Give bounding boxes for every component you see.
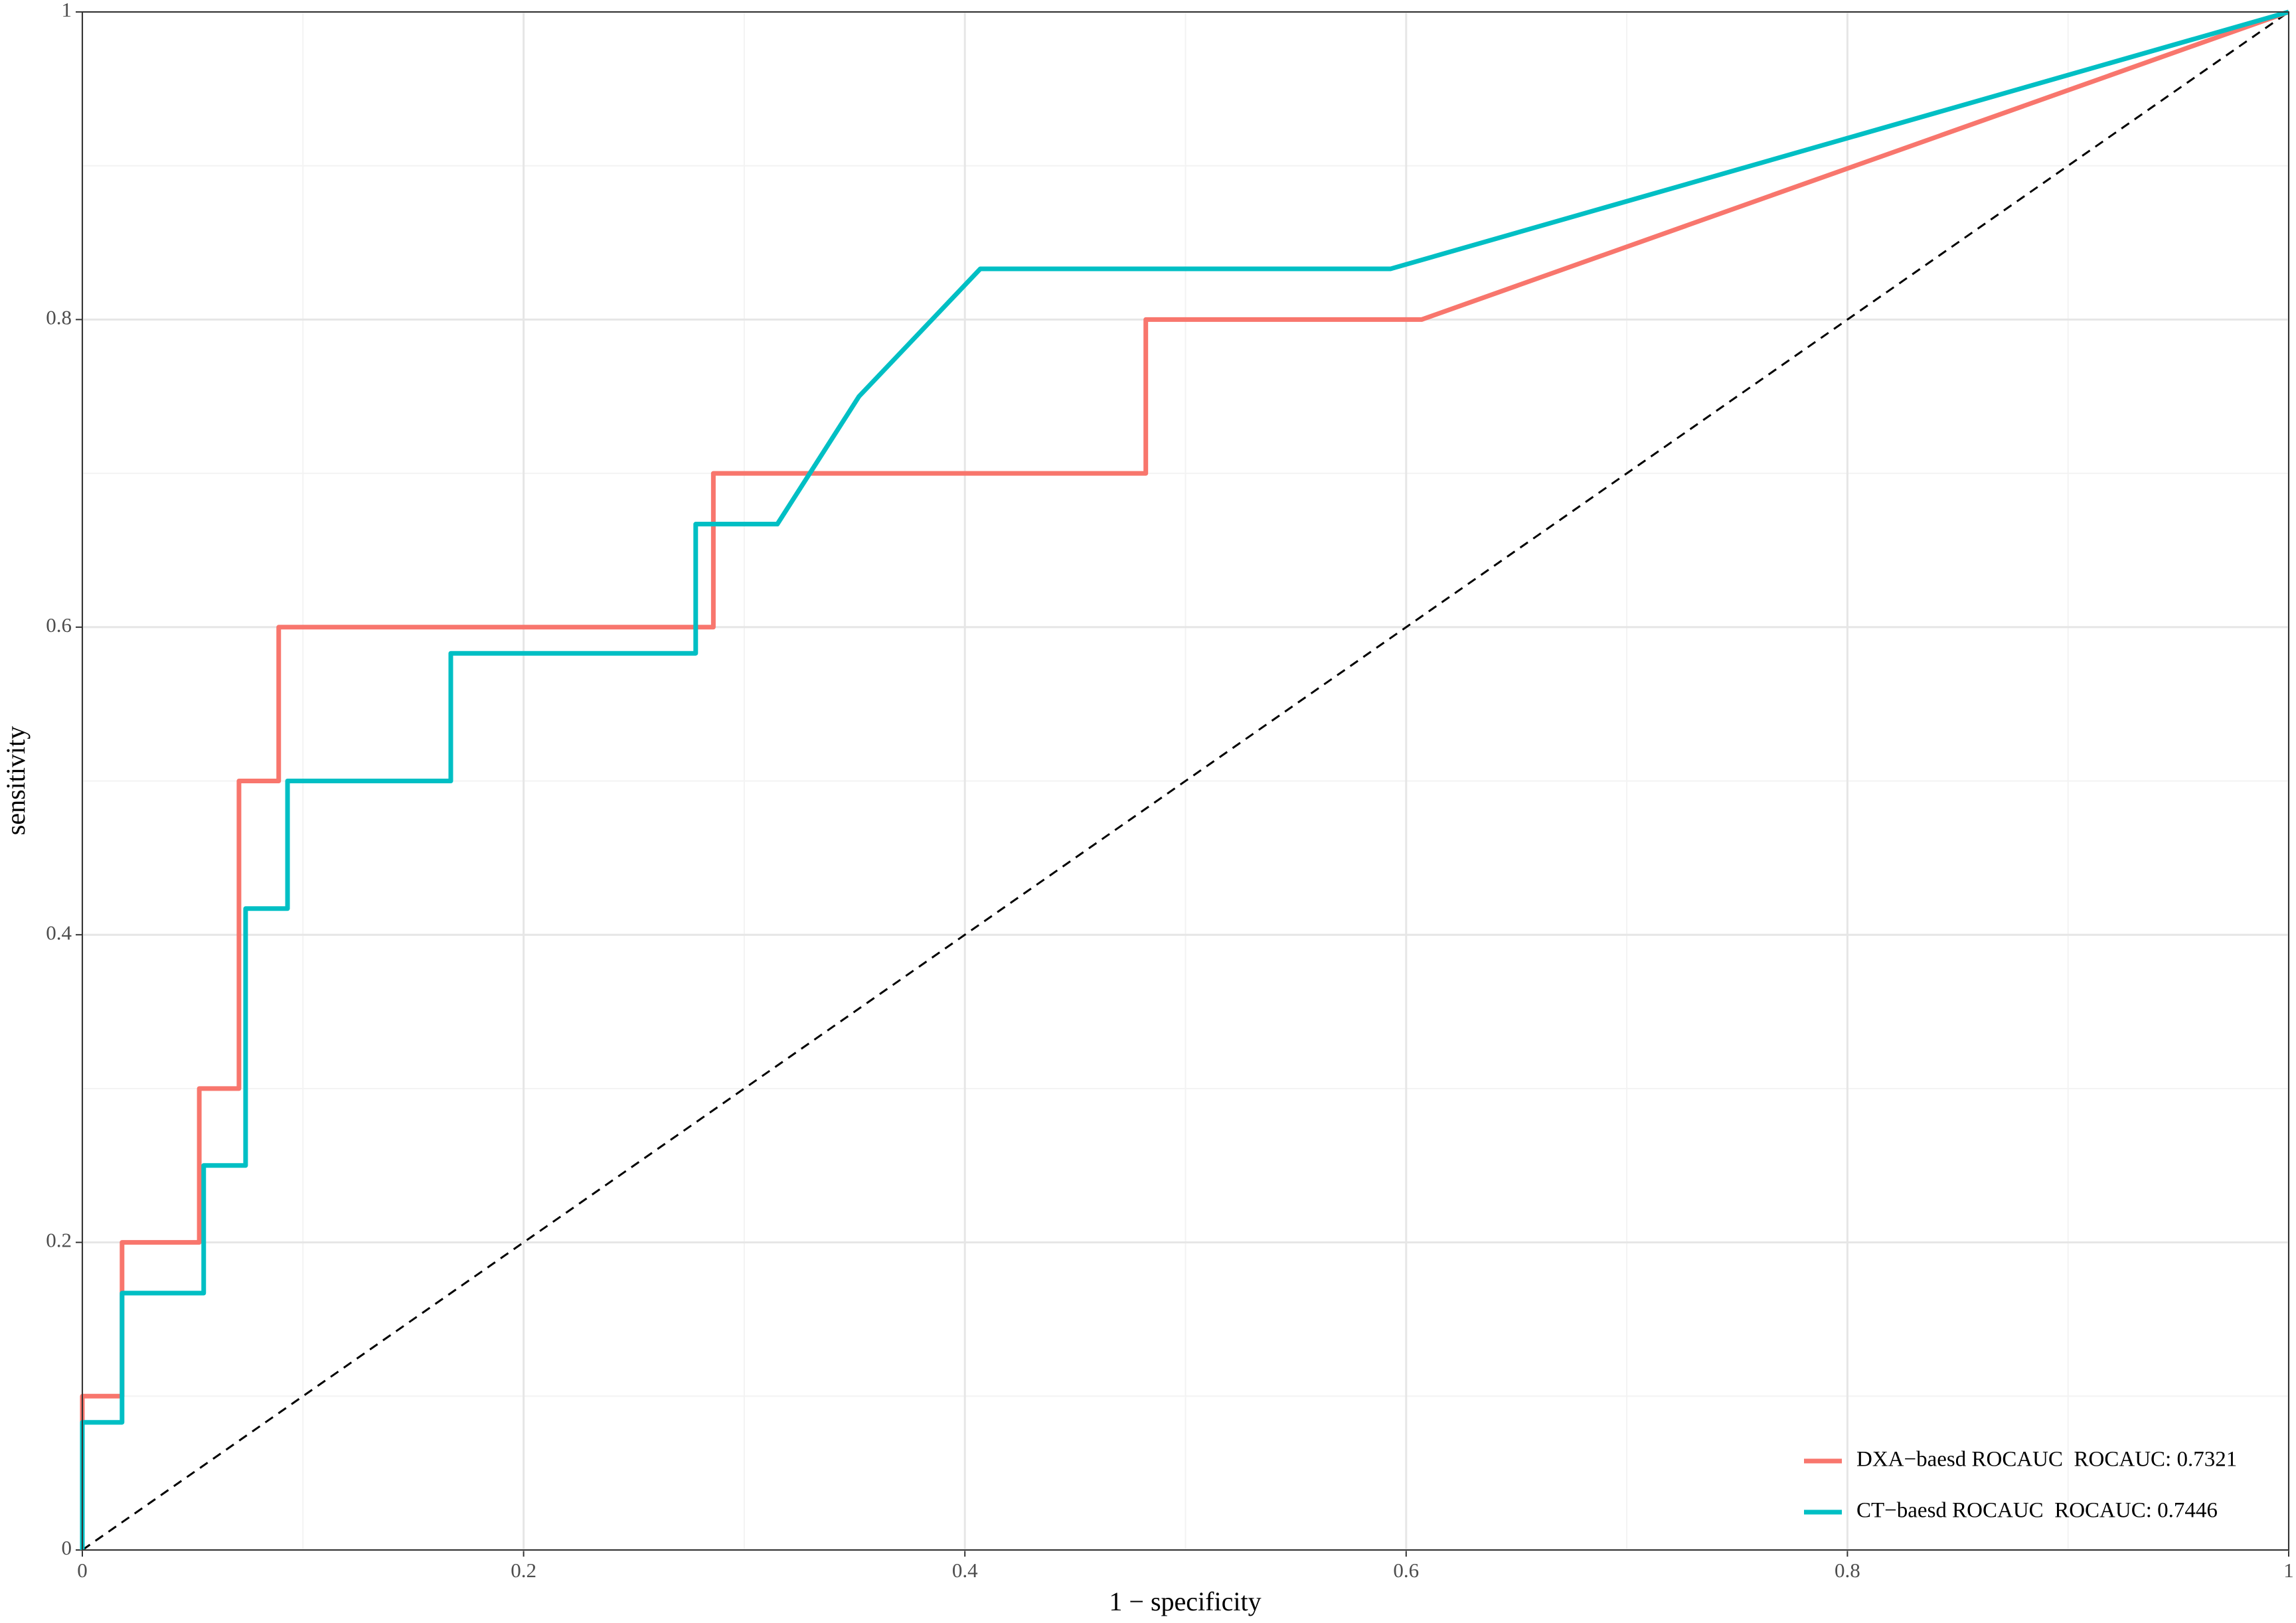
x-tick-label: 0.8 bbox=[1835, 1559, 1860, 1582]
y-tick-label: 1 bbox=[62, 0, 72, 21]
y-tick-label: 0.6 bbox=[46, 613, 72, 637]
y-tick-label: 0.2 bbox=[46, 1229, 72, 1252]
panel-border bbox=[82, 11, 2289, 1551]
diagonal-reference bbox=[82, 11, 2289, 1551]
x-tick-label: 0.6 bbox=[1393, 1559, 1419, 1582]
y-tick-label: 0.4 bbox=[46, 921, 72, 944]
roc-curve bbox=[80, 9, 2289, 1550]
legend-label: CT−baesd ROCAUC ROCAUC: 0.7446 bbox=[1856, 1499, 2218, 1523]
legend-label: DXA−baesd ROCAUC ROCAUC: 0.7321 bbox=[1856, 1448, 2237, 1472]
x-tick-label: 1 bbox=[2283, 1559, 2294, 1582]
x-axis-title: 1 − specificity bbox=[1109, 1586, 1261, 1616]
x-tick-label: 0.4 bbox=[952, 1559, 978, 1582]
y-tick-label: 0 bbox=[62, 1536, 72, 1559]
x-tick-label: 0.2 bbox=[511, 1559, 536, 1582]
x-tick-label: 0 bbox=[77, 1559, 88, 1582]
y-tick-label: 0.8 bbox=[46, 306, 72, 329]
y-axis-title: sensitivity bbox=[1, 726, 31, 835]
